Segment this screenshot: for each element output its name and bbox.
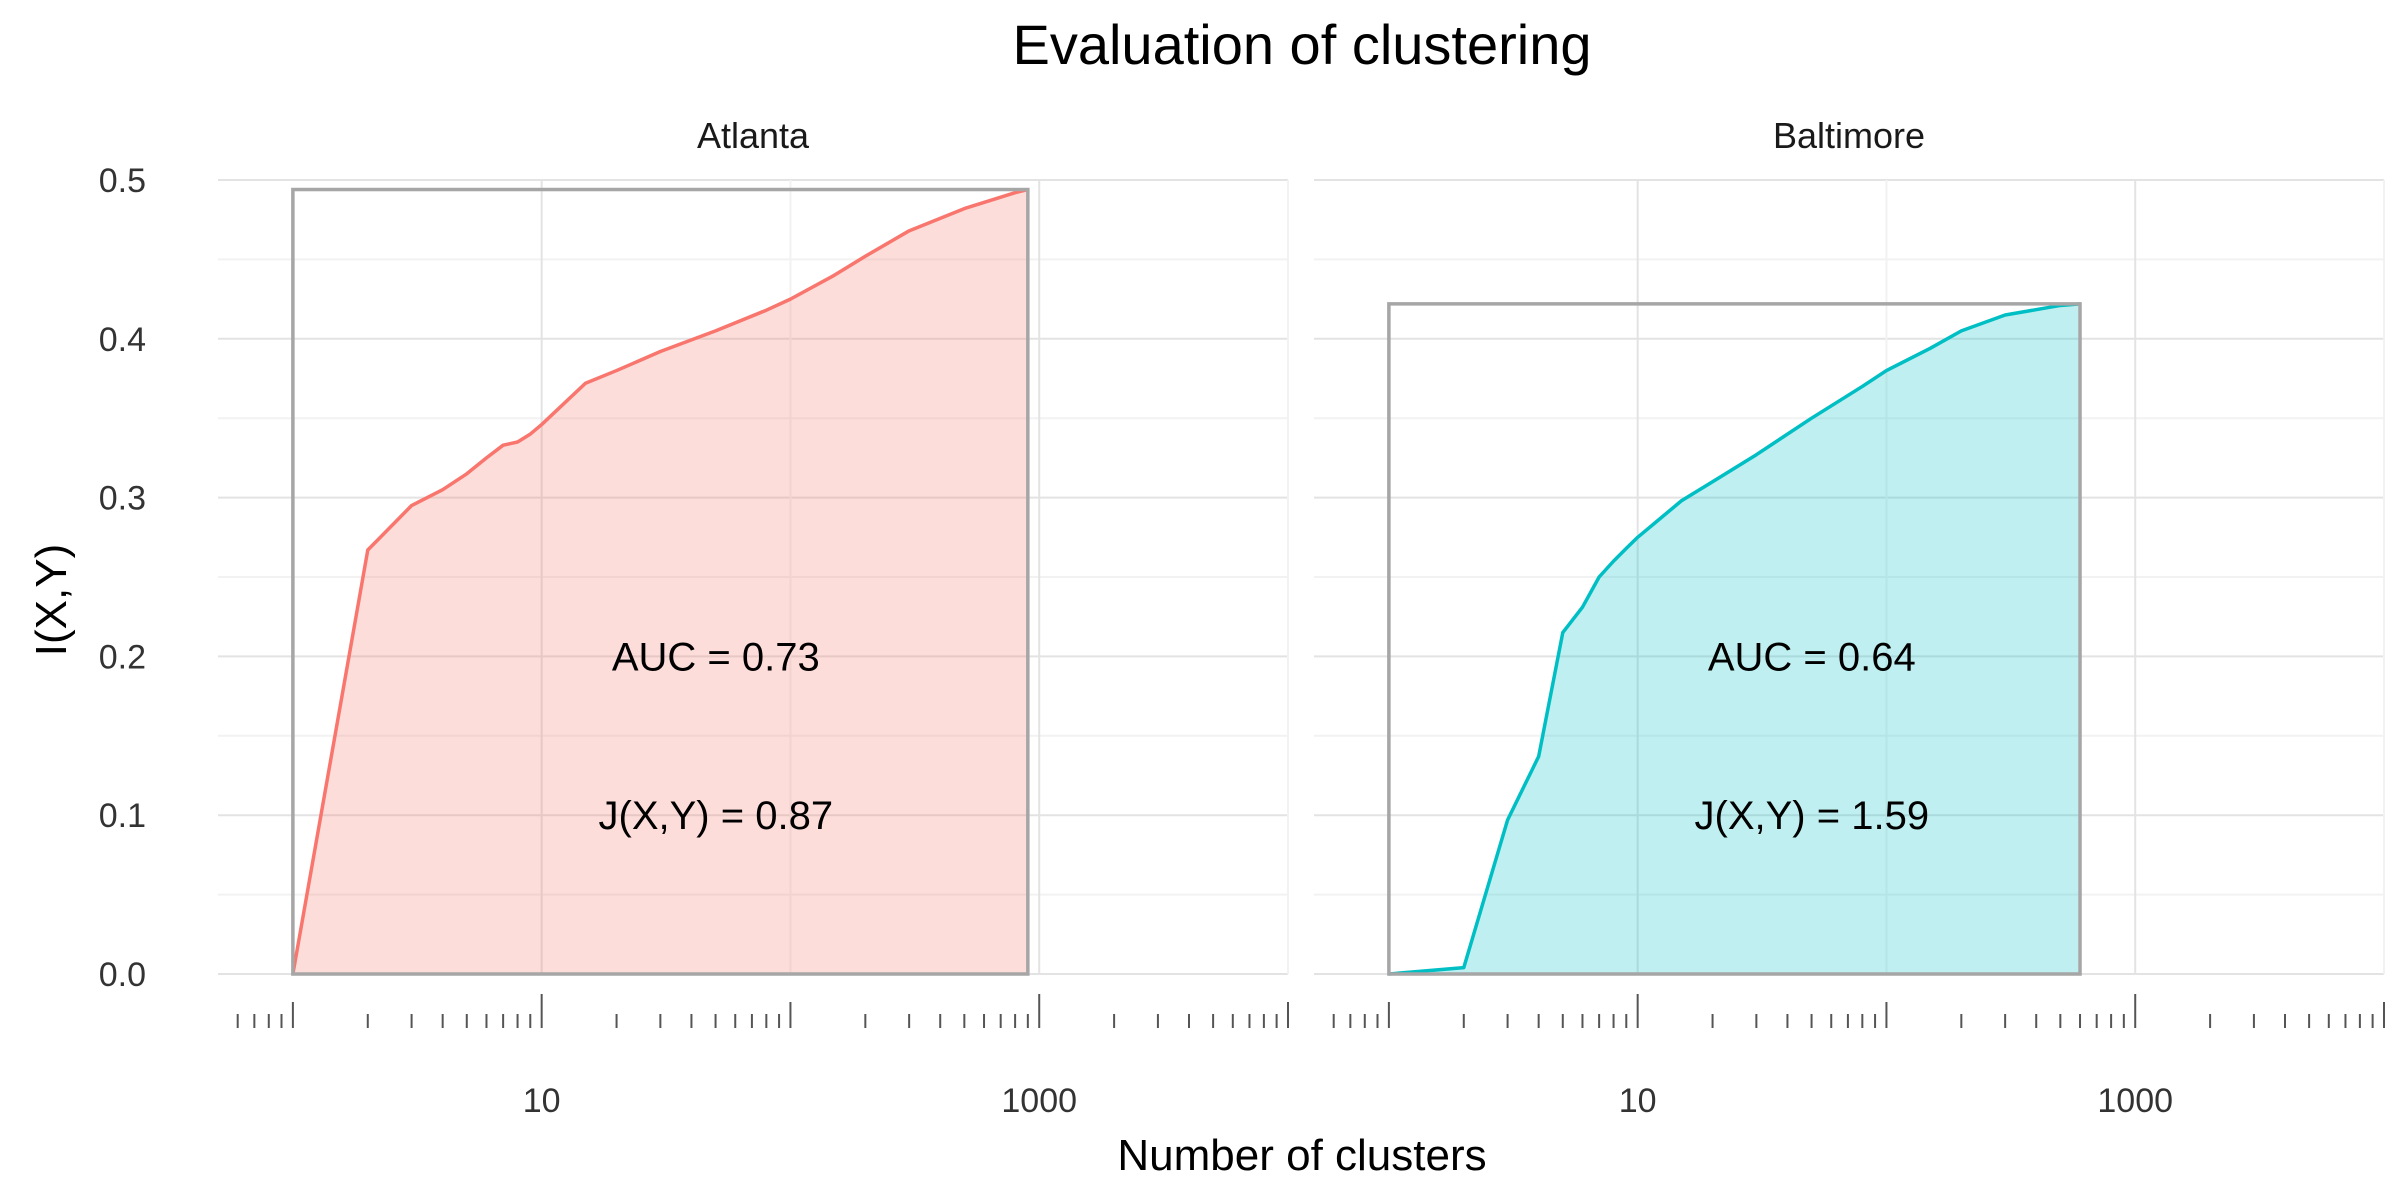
series-line-baltimore [1388, 302, 2081, 976]
auc-annotation: AUC = 0.64 [1708, 635, 1916, 679]
panel-baltimore: Baltimore AUC = 0.64 J(X,Y) = 1.59 10 1000 [1314, 115, 2385, 1120]
area-fill-baltimore [1388, 303, 2081, 974]
x-tick-label: 1000 [1001, 1082, 1077, 1120]
jxy-annotation: J(X,Y) = 1.59 [1695, 794, 1930, 838]
x-tick-label: 10 [523, 1082, 561, 1120]
series-line-atlanta [291, 187, 1029, 975]
panel-atlanta: Atlanta AUC = 0.73 J(X,Y) = 0.87 10 1000 [218, 115, 1289, 1120]
y-axis-label: I(X,Y) [27, 544, 76, 656]
jxy-annotation: J(X,Y) = 0.87 [599, 794, 834, 838]
chart-title: Evaluation of clustering [1012, 13, 1591, 76]
area-fill-atlanta [292, 189, 1028, 974]
reference-box [291, 187, 1030, 976]
y-tick-label: 0.5 [99, 162, 146, 200]
facet-label: Atlanta [697, 115, 810, 156]
y-tick-label: 0.1 [99, 797, 146, 835]
x-tick-label: 1000 [2097, 1082, 2173, 1120]
auc-annotation: AUC = 0.73 [612, 635, 820, 679]
facet-label: Baltimore [1773, 115, 1925, 156]
y-tick-label: 0.3 [99, 480, 146, 518]
y-axis-ticks: 0.0 0.1 0.2 0.3 0.4 0.5 [99, 162, 146, 994]
y-tick-label: 0.0 [99, 956, 146, 994]
y-tick-label: 0.4 [99, 321, 146, 359]
reference-box [1387, 302, 2082, 976]
x-axis-label: Number of clusters [1117, 1131, 1486, 1180]
y-tick-label: 0.2 [99, 638, 146, 676]
x-tick-label: 10 [1619, 1082, 1657, 1120]
